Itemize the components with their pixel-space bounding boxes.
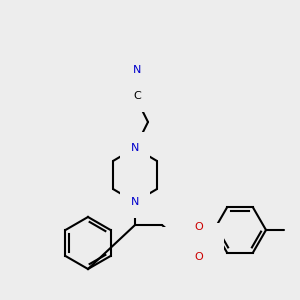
Text: H: H xyxy=(172,237,180,247)
Text: S: S xyxy=(203,236,211,248)
Text: N: N xyxy=(131,143,139,153)
Text: N: N xyxy=(133,65,141,75)
Text: N: N xyxy=(131,197,139,207)
Text: C: C xyxy=(133,91,141,101)
Text: O: O xyxy=(195,252,203,262)
Text: N: N xyxy=(184,237,192,247)
Text: O: O xyxy=(195,222,203,232)
